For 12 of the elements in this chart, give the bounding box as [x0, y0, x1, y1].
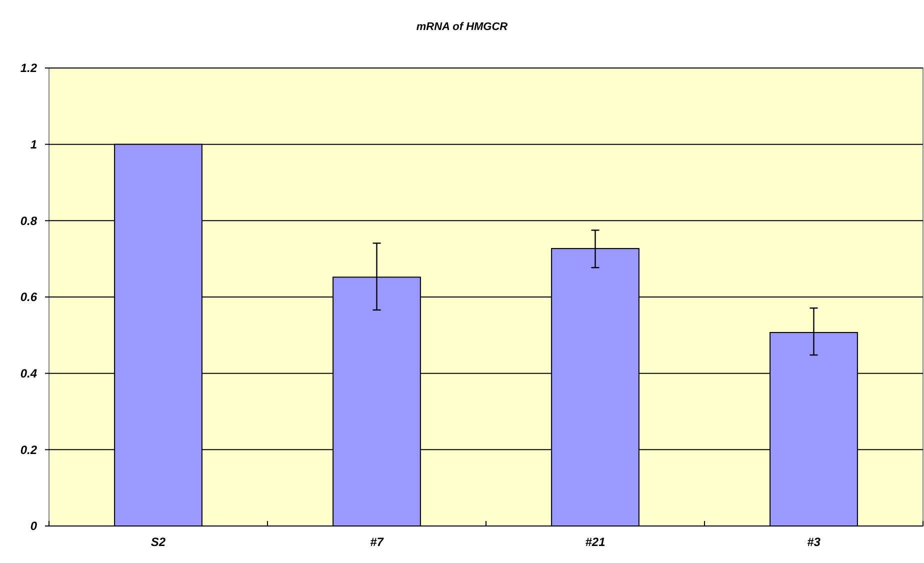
y-tick-label: 0.6 — [20, 290, 38, 304]
chart-title: mRNA of HMGCR — [416, 21, 508, 33]
y-tick-label: 0.4 — [20, 366, 38, 381]
x-tick-label: #21 — [585, 535, 606, 549]
y-tick-label: 0.8 — [20, 214, 38, 228]
y-tick-label: 1.2 — [20, 61, 38, 76]
x-tick-label: #7 — [370, 535, 385, 549]
y-tick-label: 0 — [30, 519, 38, 534]
x-tick-label: S2 — [150, 535, 166, 549]
y-tick-label: 0.2 — [20, 442, 38, 457]
y-tick-label: 1 — [30, 138, 38, 152]
x-tick-label: #3 — [807, 535, 821, 549]
